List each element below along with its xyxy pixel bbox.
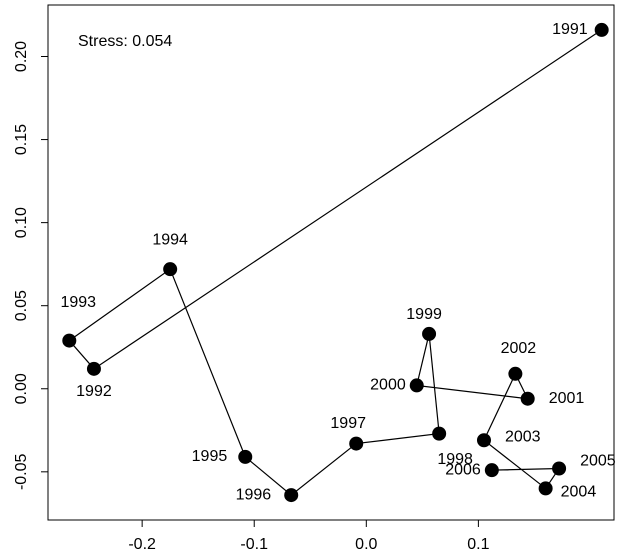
path-line: [68, 29, 603, 496]
point: [422, 326, 437, 341]
point-label: 2002: [501, 340, 537, 357]
point-label: 2005: [580, 453, 616, 470]
point: [520, 391, 535, 406]
point: [476, 433, 491, 448]
plot-box: [47, 4, 615, 521]
x-tick-label: -0.2: [128, 536, 156, 553]
y-tick-label: 0.20: [13, 41, 30, 72]
point: [432, 426, 447, 441]
x-tick-label: 0.1: [467, 536, 489, 553]
point-label: 1999: [406, 306, 442, 323]
point-label: 1995: [192, 448, 228, 465]
y-tick-label: 0.05: [13, 290, 30, 321]
point-label: 1991: [552, 21, 588, 38]
point: [508, 366, 523, 381]
point: [484, 463, 499, 478]
y-tick-label: 0.15: [13, 124, 30, 155]
point-label: 2001: [549, 390, 585, 407]
point: [349, 436, 364, 451]
point-label: 1994: [152, 231, 188, 248]
y-tick-label: -0.05: [13, 453, 30, 490]
y-tick-label: 0.00: [13, 373, 30, 404]
point: [284, 488, 299, 503]
point-label: 1992: [76, 383, 112, 400]
x-tick-label: -0.1: [240, 536, 268, 553]
point-label: 1998: [437, 451, 473, 468]
point: [538, 481, 553, 496]
point-label: 2003: [505, 428, 541, 445]
annotation: Stress: 0.054: [78, 33, 172, 50]
point: [62, 333, 77, 348]
point-label: 1993: [60, 294, 96, 311]
point: [86, 361, 101, 376]
point-label: 1996: [236, 486, 272, 503]
y-tick-label: 0.10: [13, 207, 30, 238]
point: [409, 378, 424, 393]
point: [238, 449, 253, 464]
point-label: 1997: [330, 415, 366, 432]
point-label: 2006: [445, 461, 481, 478]
point-label: 2000: [370, 377, 406, 394]
x-tick-label: 0.0: [355, 536, 377, 553]
point: [163, 262, 178, 277]
point: [594, 22, 609, 37]
point: [552, 461, 567, 476]
point-label: 2004: [561, 484, 597, 501]
